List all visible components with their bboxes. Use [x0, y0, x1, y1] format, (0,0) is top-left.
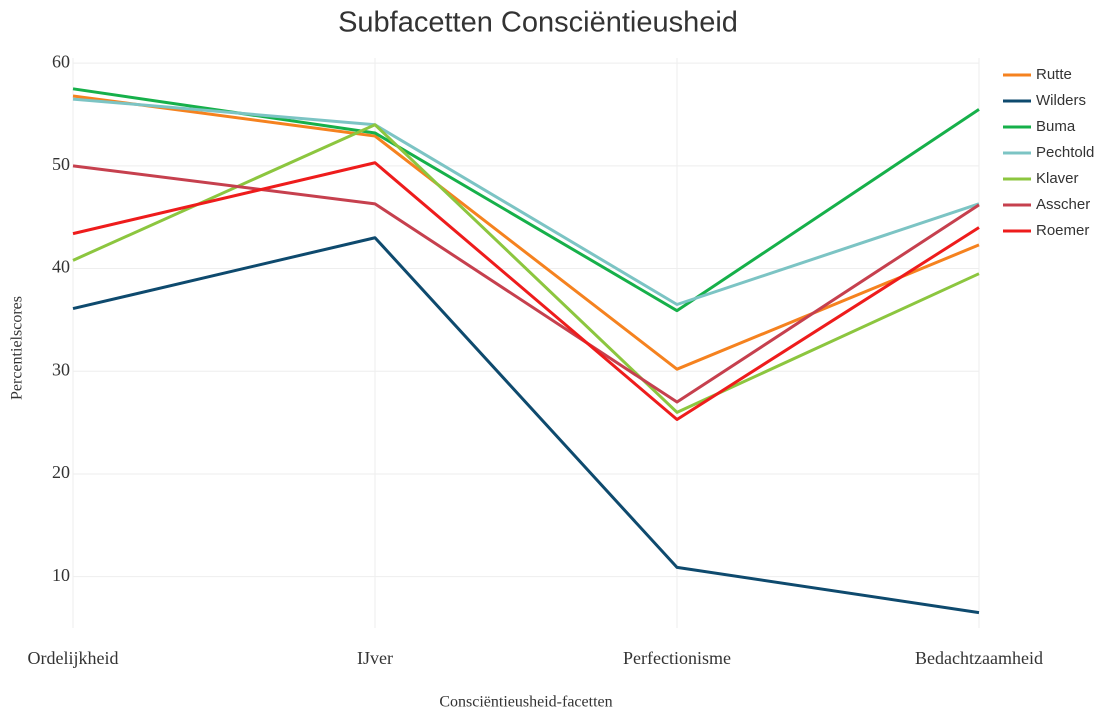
- series-line: [72, 164, 980, 404]
- legend-label: Rutte: [1036, 66, 1072, 83]
- y-tick-label: 20: [52, 462, 70, 482]
- legend-label: Buma: [1036, 118, 1076, 135]
- y-tick-label: 60: [52, 51, 70, 71]
- x-tick-label: Ordelijkheid: [28, 648, 119, 668]
- y-tick-label: 40: [52, 257, 70, 277]
- legend-label: Wilders: [1036, 92, 1086, 109]
- x-tick-label: Bedachtzaamheid: [915, 648, 1043, 668]
- series-line: [72, 161, 980, 422]
- x-axis-label: Consciëntieusheid-facetten: [439, 694, 612, 711]
- chart-title: Subfacetten Consciëntieusheid: [338, 7, 738, 39]
- plot-area: [72, 87, 980, 615]
- series-line: [72, 94, 980, 371]
- x-tick-label: Perfectionisme: [623, 648, 731, 668]
- legend-label: Klaver: [1036, 170, 1079, 187]
- x-tick-label: IJver: [357, 648, 393, 668]
- legend: Rutte Wilders Buma Pechtold Klaver Asscher Roe…: [1003, 66, 1094, 239]
- grid: 10 20 30 40 50 60 Ordelijkheid IJver Perfectioni…: [28, 51, 1043, 668]
- y-tick-label: 50: [52, 154, 70, 174]
- legend-label: Roemer: [1036, 222, 1089, 239]
- y-axis-label: Percentielscores: [9, 296, 26, 400]
- legend-label: Pechtold: [1036, 144, 1094, 161]
- y-tick-label: 30: [52, 359, 70, 379]
- y-tick-label: 10: [52, 565, 70, 585]
- series-line: [72, 123, 980, 414]
- series-line: [72, 97, 980, 306]
- series-line: [72, 236, 980, 615]
- legend-label: Asscher: [1036, 196, 1090, 213]
